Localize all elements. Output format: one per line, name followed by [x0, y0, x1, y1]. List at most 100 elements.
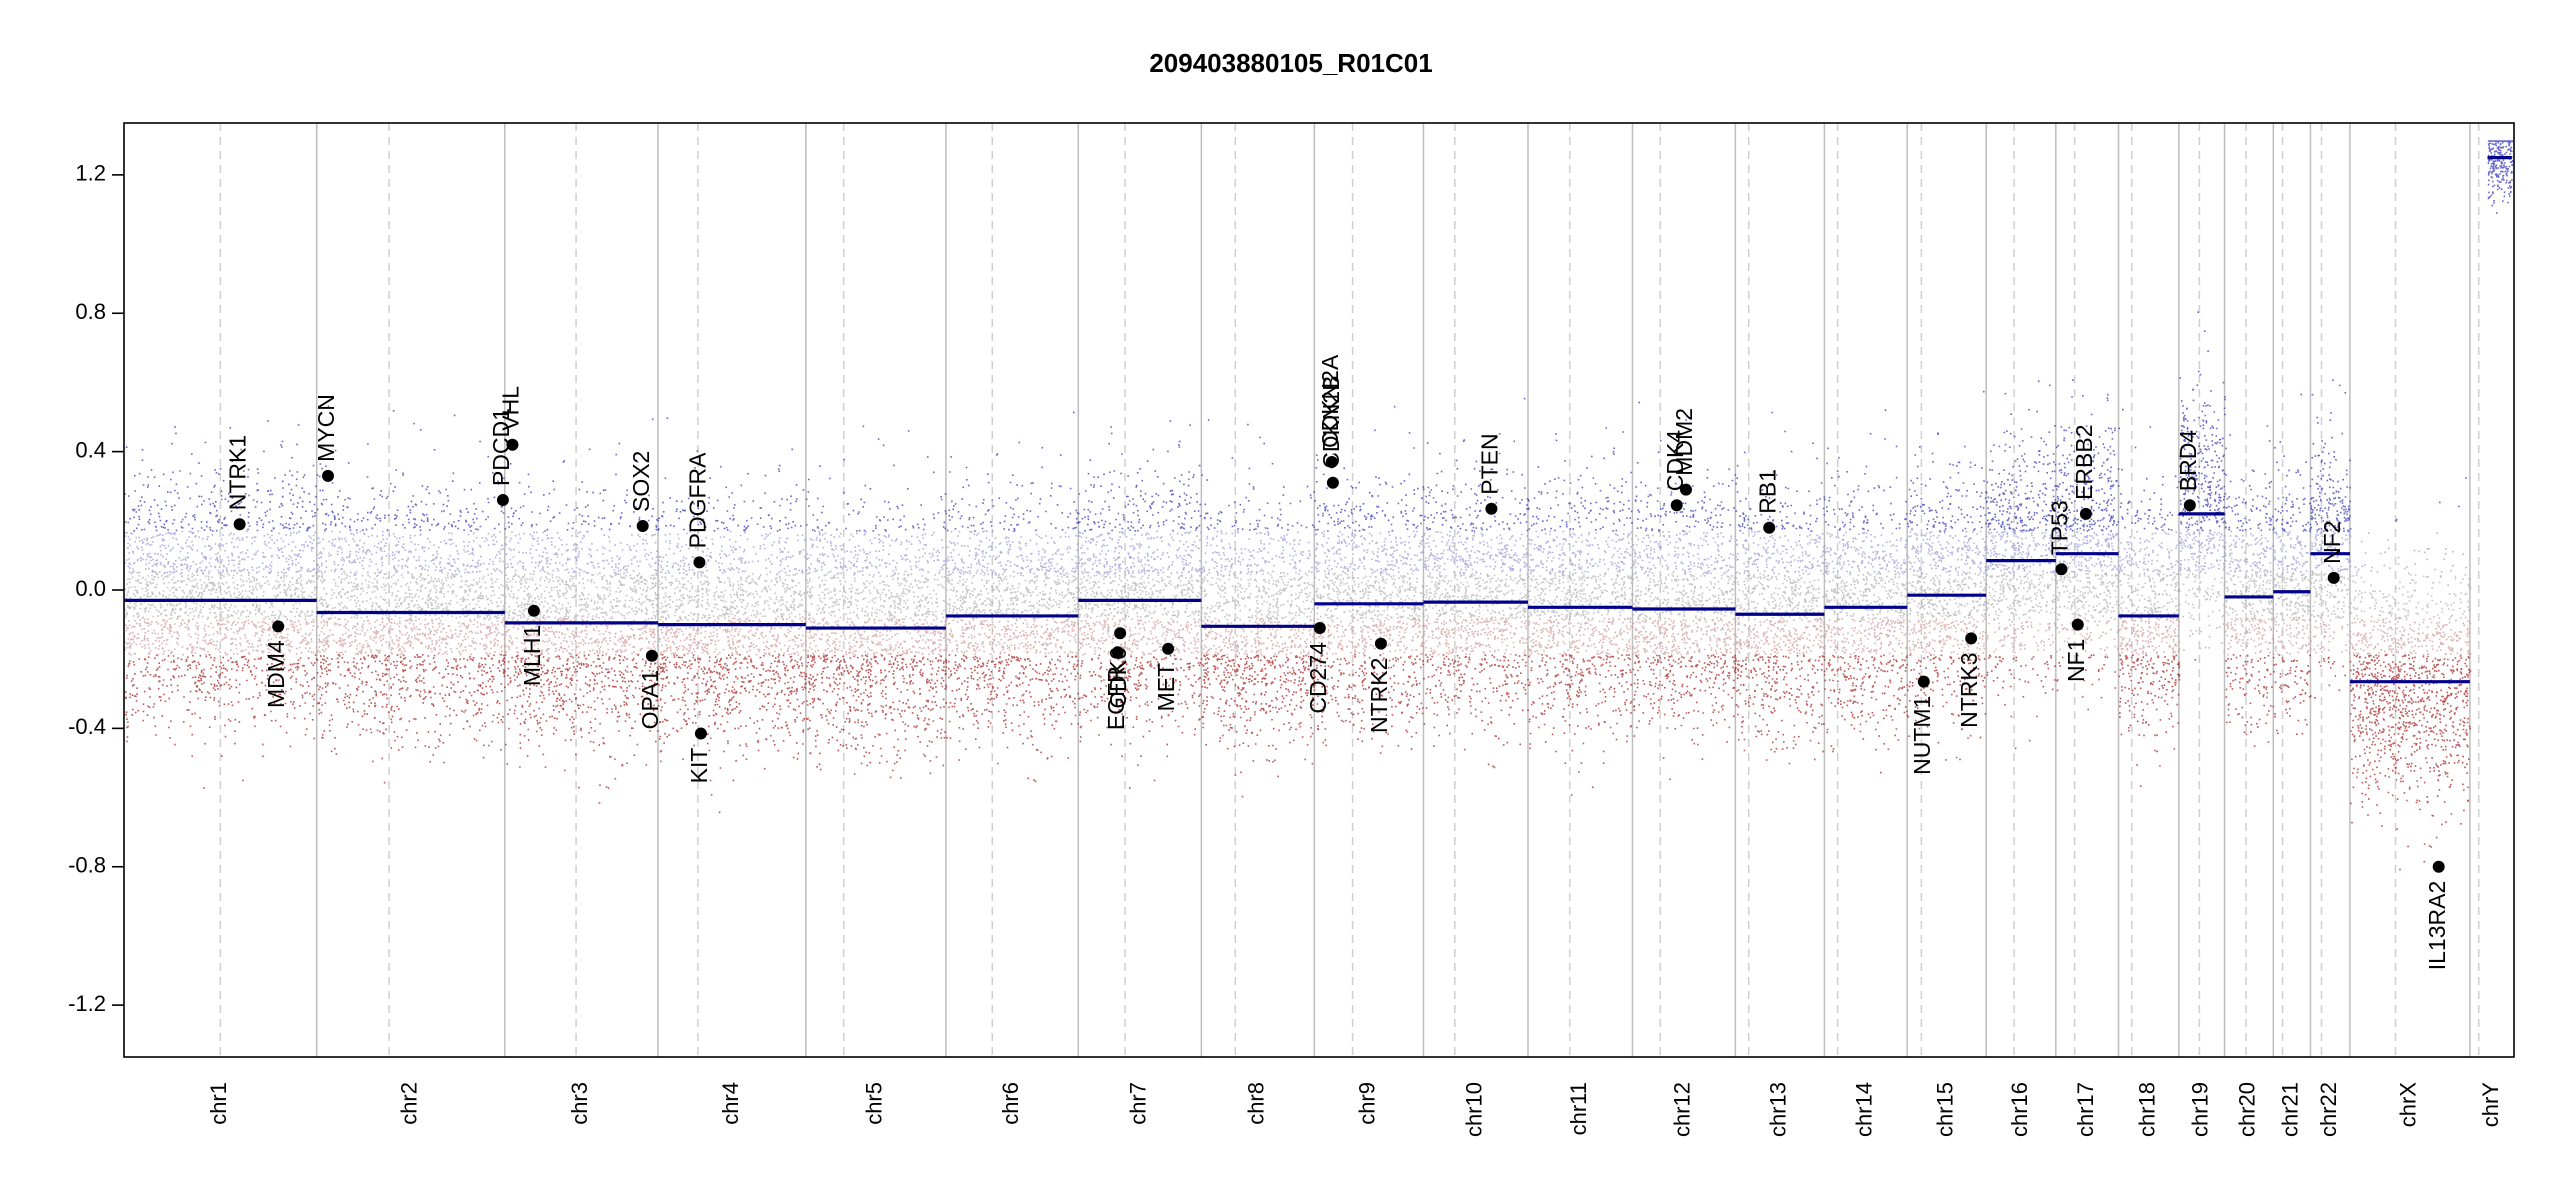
- x-tick-label: chr13: [1766, 1082, 1791, 1137]
- gene-point: [636, 520, 649, 533]
- gene-label: OPA1: [637, 670, 663, 730]
- x-tick-label: chr5: [862, 1082, 887, 1125]
- gene-label: MDM4: [263, 640, 289, 708]
- gene-point: [693, 556, 706, 569]
- segment-lines: [124, 155, 2512, 684]
- gene-point: [1111, 646, 1124, 659]
- y-tick-label: 0.4: [75, 437, 106, 462]
- gene-label: MET: [1153, 663, 1179, 712]
- gene-point: [233, 518, 246, 531]
- x-tick-label: chr10: [1462, 1082, 1487, 1137]
- x-tick-label: chr4: [718, 1082, 743, 1125]
- gene-point: [1325, 456, 1338, 469]
- x-tick-label: chr21: [2278, 1082, 2303, 1137]
- gene-point: [1374, 637, 1387, 650]
- gene-point: [496, 494, 509, 507]
- x-tick-label: chr14: [1852, 1082, 1877, 1137]
- x-tick-label: chr11: [1566, 1082, 1591, 1135]
- gene-label: IL13RA2: [2424, 881, 2450, 971]
- probe-points: [125, 654, 2472, 871]
- gene-label: MLH1: [519, 625, 545, 686]
- gene-point: [1763, 521, 1776, 534]
- x-tick-label: chr17: [2073, 1082, 2098, 1137]
- gene-point: [645, 649, 658, 662]
- y-tick-label: -0.4: [68, 714, 106, 739]
- gene-point: [527, 604, 540, 617]
- gene-point: [272, 620, 285, 633]
- gene-label: RB1: [1754, 469, 1780, 514]
- gene-label: CD274: [1305, 642, 1331, 714]
- x-tick-label: chr2: [397, 1082, 422, 1125]
- gene-label: SOX2: [628, 451, 654, 512]
- x-tick-label: chr18: [2135, 1082, 2160, 1137]
- x-axis: chr1 chr2 chr3 chr4 chr5 chr6 chr7 chr8 chr9 chr1…: [206, 1082, 2503, 1137]
- x-tick-label: chr9: [1355, 1082, 1380, 1125]
- x-tick-label: chrY: [2478, 1082, 2503, 1128]
- gene-label: EGFR: [1103, 666, 1129, 730]
- gene-label: CDK4: [1662, 430, 1688, 492]
- gene-label: MYCN: [313, 394, 339, 462]
- chart-title: 209403880105_R01C01: [1149, 48, 1432, 78]
- gene-point: [2071, 618, 2084, 631]
- x-tick-label: chr15: [1932, 1082, 1957, 1137]
- x-tick-label: chrX: [2396, 1082, 2421, 1128]
- probe-scatter: [124, 140, 2514, 871]
- gene-label: NTRK1: [225, 435, 251, 510]
- gene-label: MDM2: [1671, 408, 1697, 476]
- gene-point: [2055, 563, 2068, 576]
- probe-points: [124, 140, 2514, 532]
- gene-label: BRD4: [2175, 430, 2201, 492]
- x-tick-label: chr7: [1126, 1082, 1151, 1125]
- y-tick-label: -0.8: [68, 853, 106, 878]
- gene-label: ERBB2: [2071, 424, 2097, 499]
- x-tick-label: chr3: [567, 1082, 592, 1125]
- x-tick-label: chr1: [206, 1082, 231, 1125]
- x-tick-label: chr20: [2235, 1082, 2260, 1137]
- gene-label: NF1: [2063, 639, 2089, 682]
- gene-point: [1326, 476, 1339, 489]
- y-tick-label: 0.8: [75, 299, 106, 324]
- gene-label: VHL: [498, 386, 524, 431]
- gene-point: [1114, 627, 1127, 640]
- gene-label: TP53: [2047, 500, 2073, 555]
- y-axis: -1.2 -0.8 -0.4 0.0 0.4 0.8 1.2: [68, 161, 124, 1016]
- plot-frame: [123, 122, 2515, 1058]
- gene-point: [1670, 499, 1683, 512]
- y-tick-label: -1.2: [68, 991, 106, 1016]
- gene-point: [1162, 642, 1175, 655]
- gene-point: [322, 469, 335, 482]
- gene-point: [2327, 571, 2340, 584]
- gene-point: [1485, 502, 1498, 515]
- gene-label: NF2: [2319, 520, 2345, 563]
- y-tick-label: 1.2: [75, 161, 106, 186]
- x-tick-label: chr16: [2007, 1082, 2032, 1137]
- gene-point: [1917, 675, 1930, 688]
- probe-points: [124, 617, 2472, 656]
- gene-label: CDK6: [1105, 647, 1131, 708]
- probe-points: [124, 572, 2472, 620]
- x-tick-label: chr6: [998, 1082, 1023, 1125]
- x-tick-label: chr8: [1244, 1082, 1269, 1125]
- x-tick-label: chr22: [2316, 1082, 2341, 1137]
- gene-point: [1679, 483, 1692, 496]
- gene-point: [2432, 860, 2445, 873]
- gene-label: PTEN: [1476, 433, 1502, 494]
- gene-label: PDGFRA: [685, 452, 711, 549]
- gene-label: NTRK2: [1366, 658, 1392, 733]
- gene-point: [1313, 622, 1326, 635]
- gene-label: CDKN2B: [1318, 375, 1344, 468]
- gene-point: [694, 727, 707, 740]
- x-tick-label: chr12: [1670, 1082, 1695, 1137]
- gene-point: [506, 438, 519, 451]
- gene-label: KIT: [686, 748, 712, 784]
- gene-point: [2079, 507, 2092, 520]
- gene-label: NUTM1: [1909, 696, 1935, 775]
- x-tick-label: chr19: [2188, 1082, 2213, 1137]
- gene-label: NTRK3: [1956, 652, 1982, 727]
- gene-point: [1965, 632, 1978, 645]
- gene-label: CDKN2A: [1317, 354, 1343, 448]
- gene-point: [2183, 499, 2196, 512]
- y-tick-label: 0.0: [75, 576, 106, 601]
